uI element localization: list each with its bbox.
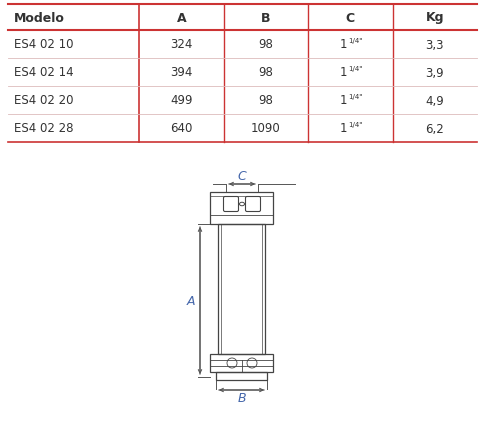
Text: B: B xyxy=(237,391,246,404)
Text: C: C xyxy=(345,11,354,24)
Text: A: A xyxy=(176,11,186,24)
Text: 3,9: 3,9 xyxy=(424,66,443,79)
Text: 1/4": 1/4" xyxy=(348,94,362,100)
Text: 1/4": 1/4" xyxy=(348,122,362,128)
Text: 98: 98 xyxy=(258,66,273,79)
Text: 1/4": 1/4" xyxy=(348,66,362,72)
Text: 394: 394 xyxy=(170,66,192,79)
Text: 3,3: 3,3 xyxy=(424,39,443,51)
Text: 1/4": 1/4" xyxy=(348,39,362,44)
Text: ES4 02 28: ES4 02 28 xyxy=(14,122,74,135)
Text: 1: 1 xyxy=(339,94,347,107)
Text: ES4 02 20: ES4 02 20 xyxy=(14,94,74,107)
Text: C: C xyxy=(237,170,246,183)
Text: B: B xyxy=(261,11,270,24)
Bar xyxy=(210,193,272,224)
Text: 98: 98 xyxy=(258,94,273,107)
Text: 6,2: 6,2 xyxy=(424,122,443,135)
Text: ES4 02 14: ES4 02 14 xyxy=(14,66,74,79)
Text: 1: 1 xyxy=(339,122,347,135)
Text: 324: 324 xyxy=(170,39,192,51)
Text: 1: 1 xyxy=(339,39,347,51)
Text: 640: 640 xyxy=(170,122,192,135)
Text: 1090: 1090 xyxy=(251,122,280,135)
Text: 499: 499 xyxy=(170,94,192,107)
Text: 1: 1 xyxy=(339,66,347,79)
Bar xyxy=(210,354,272,372)
Text: Modelo: Modelo xyxy=(14,11,65,24)
Text: 4,9: 4,9 xyxy=(424,94,443,107)
Text: Kg: Kg xyxy=(424,11,443,24)
Bar xyxy=(217,224,264,354)
Bar xyxy=(215,372,267,380)
Text: ES4 02 10: ES4 02 10 xyxy=(14,39,74,51)
Text: A: A xyxy=(186,294,195,307)
Text: 98: 98 xyxy=(258,39,273,51)
